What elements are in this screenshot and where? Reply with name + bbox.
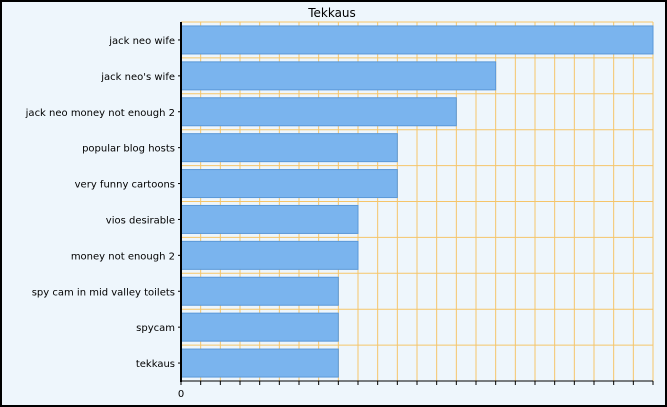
category-label: money not enough 2 xyxy=(71,251,175,262)
bar xyxy=(180,25,654,55)
category-label: vios desirable xyxy=(106,215,175,226)
bar xyxy=(180,204,359,234)
bar xyxy=(180,169,398,199)
x-tick-label: 0 xyxy=(178,389,184,400)
bar xyxy=(180,312,339,342)
category-label: spycam xyxy=(136,323,175,334)
bar xyxy=(180,97,457,127)
bar xyxy=(180,133,398,163)
category-labels: jack neo wife jack neo's wife jack neo mon… xyxy=(25,36,175,370)
bar xyxy=(180,348,339,378)
bar xyxy=(180,240,359,270)
bars xyxy=(180,25,654,378)
category-label: very funny cartoons xyxy=(75,180,175,191)
category-label: spy cam in mid valley toilets xyxy=(32,287,175,298)
category-label: jack neo's wife xyxy=(100,72,175,83)
category-label: tekkaus xyxy=(136,359,175,370)
chart-title: Tekkaus xyxy=(307,6,356,20)
category-label: popular blog hosts xyxy=(82,144,175,155)
category-label: jack neo money not enough 2 xyxy=(25,108,175,119)
bar xyxy=(180,276,339,306)
bar xyxy=(180,61,497,91)
category-label: jack neo wife xyxy=(108,36,175,47)
axes: 0 xyxy=(178,22,654,400)
